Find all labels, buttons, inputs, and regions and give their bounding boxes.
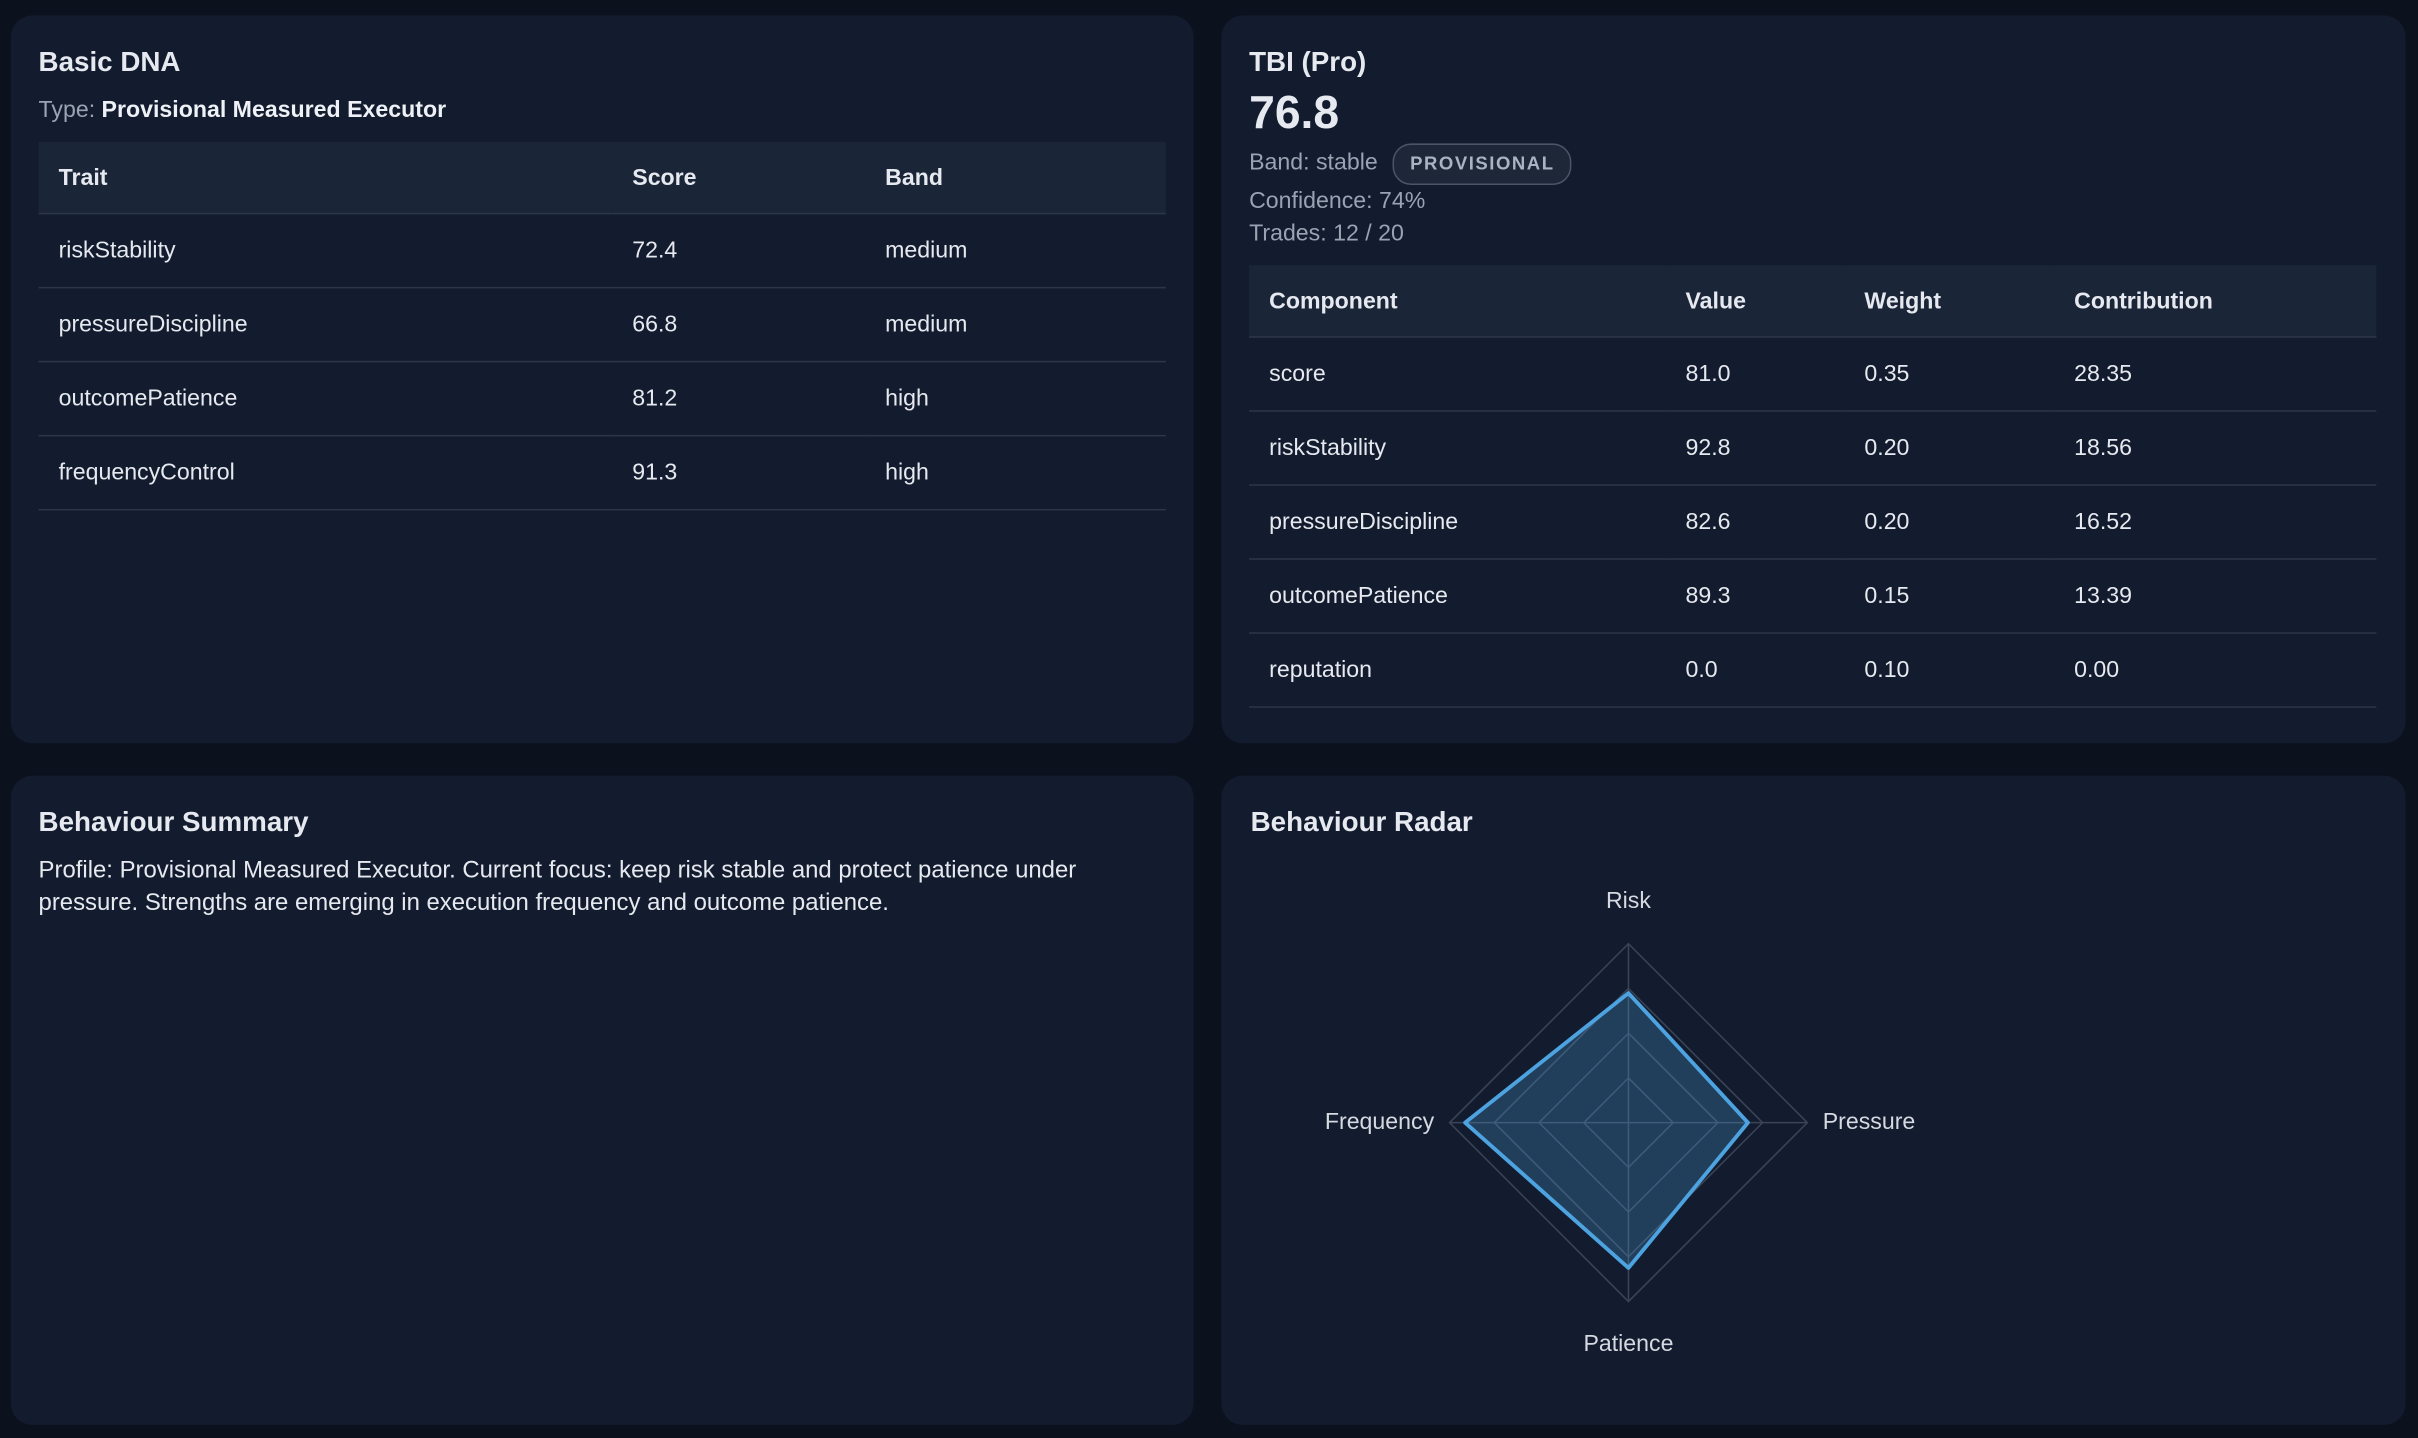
table-cell: 82.6 [1665,484,1845,560]
table-cell: reputation [1249,633,1666,708]
tbi-score: 76.8 [1249,87,1340,139]
component-table: Component Value Weight Contribution score 81.… [1249,265,2377,708]
trait-table: Trait Score Band riskStability 72.4 medium pre… [38,141,1166,511]
table-cell: outcomePatience [1249,559,1666,634]
status-badge: PROVISIONAL [1393,143,1572,186]
header-row: Component Value Weight Contribution [1249,265,2377,338]
table-head: Component Value Weight Contribution [1249,265,2377,338]
panel-title: Basic DNA [38,46,181,78]
table-cell: 16.52 [2054,484,2377,560]
band-line: Band: stable PROVISIONAL [1249,143,2378,186]
table-cell: pressureDiscipline [1249,484,1666,560]
table-cell: 28.35 [2054,336,2377,412]
table-cell: pressureDiscipline [38,287,613,363]
table-cell: frequencyControl [38,435,613,511]
summary-text: Profile: Provisional Measured Executor. … [38,857,1077,917]
column-header: Weight [1844,265,2055,338]
table-cell: 0.00 [2054,633,2377,708]
column-header: Score [612,141,866,215]
table-body: score 81.0 0.35 28.35 riskStability 92.8 0.20 1… [1249,336,2377,708]
table-cell: 92.8 [1665,410,1845,486]
column-header: Contribution [2054,265,2377,338]
table-head: Trait Score Band [38,141,1166,215]
axis-label: Patience [1583,1330,1673,1356]
table-cell: 13.39 [2054,559,2377,634]
table-cell: score [1249,336,1666,412]
table-row: riskStability 92.8 0.20 18.56 [1249,410,2377,486]
table-cell: medium [865,213,1166,289]
column-header: Component [1249,265,1666,338]
type-value: Provisional Measured Executor [101,97,447,124]
table-cell: 0.20 [1844,484,2055,560]
table-cell: 81.0 [1665,336,1845,412]
table-cell: 89.3 [1665,559,1845,634]
chart-title: Behaviour Radar [1251,806,1473,837]
table-cell: riskStability [1249,410,1666,486]
band: Band: stable [1249,149,1378,176]
panel-title: Behaviour Summary [38,806,309,838]
table-cell: 18.56 [2054,410,2377,486]
axis-label: Frequency [1325,1108,1435,1134]
confidence: Confidence: 74% [1249,188,1426,215]
tbi-panel: TBI (Pro) 76.8 Band: stable PROVISIONAL C… [1221,15,2406,744]
column-header: Value [1665,265,1845,338]
table-cell: 66.8 [612,287,866,363]
table-cell: 0.35 [1844,336,2055,412]
radar-panel: Behaviour Radar Risk Pressure Patience Freq… [1221,775,2406,1425]
radar-area [1463,991,1750,1270]
table-row: pressureDiscipline 66.8 medium [38,287,1166,363]
type-line: Type: Provisional Measured Executor [39,97,1166,123]
panel-title: TBI (Pro) [1249,46,1367,78]
trades: Trades: 12 / 20 [1249,220,1404,247]
table-cell: 81.2 [612,361,866,437]
table-row: outcomePatience 89.3 0.15 13.39 [1249,559,2377,634]
axis-label: Risk [1606,887,1651,913]
column-header: Band [865,141,1166,215]
axis-label: Pressure [1823,1108,1916,1134]
table-row: pressureDiscipline 82.6 0.20 16.52 [1249,484,2377,560]
table-cell: medium [865,287,1166,363]
table-cell: 72.4 [612,213,866,289]
table-cell: 0.10 [1844,633,2055,708]
table-row: reputation 0.0 0.10 0.00 [1249,633,2377,708]
table-cell: 91.3 [612,435,866,511]
table-cell: riskStability [38,213,613,289]
table-cell: 0.20 [1844,410,2055,486]
table-cell: 0.15 [1844,559,2055,634]
table-row: score 81.0 0.35 28.35 [1249,336,2377,412]
table-cell: 0.0 [1665,633,1845,708]
basic-dna-panel: Basic DNA Type: Provisional Measured Exe… [10,15,1194,744]
table-cell: outcomePatience [38,361,613,437]
table-cell: high [865,361,1166,437]
table-body: riskStability 72.4 medium pressureDisciplin… [38,213,1166,511]
table-row: outcomePatience 81.2 high [38,361,1166,437]
column-header: Trait [38,141,613,215]
radar-chart: Behaviour Radar Risk Pressure Patience Freq… [1251,806,1916,1356]
header-row: Trait Score Band [38,141,1166,215]
summary-panel: Behaviour Summary Profile: Provisional M… [10,775,1194,1425]
table-cell: high [865,435,1166,511]
table-row: riskStability 72.4 medium [38,213,1166,289]
type-label: Type: [38,97,96,124]
table-row: frequencyControl 91.3 high [38,435,1166,511]
